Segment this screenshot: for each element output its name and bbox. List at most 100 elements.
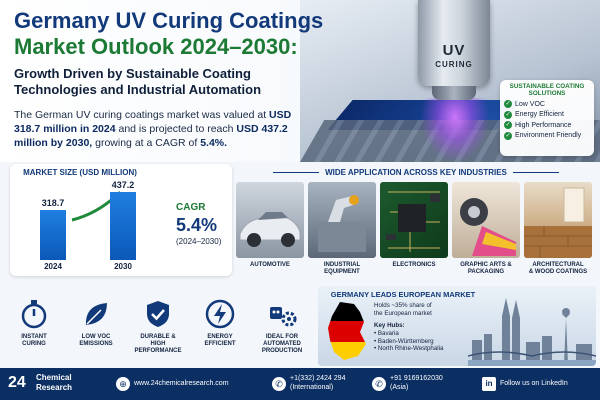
sustainable-item-label: Low VOC bbox=[515, 100, 545, 108]
lamp-label-curing: CURING bbox=[435, 60, 473, 69]
architectural-wood-image bbox=[524, 182, 592, 258]
sustainable-item-label: Environment Friendly bbox=[515, 132, 582, 140]
intro-middle: and is projected to reach bbox=[118, 123, 234, 135]
app-label-line: GRAPHIC ARTS & bbox=[460, 262, 512, 268]
robot-gear-icon bbox=[266, 298, 298, 330]
cagr-range: (2024–2030) bbox=[176, 237, 222, 246]
app-label-line: ARCHITECTURAL bbox=[532, 262, 584, 268]
bar-value-label: 318.7 bbox=[41, 198, 65, 209]
bar-category-label: 2030 bbox=[114, 262, 132, 271]
feature-label-line: LOW VOC bbox=[81, 334, 111, 340]
check-icon: ✓ bbox=[504, 121, 512, 130]
feature-label-line: INSTANT bbox=[21, 334, 47, 340]
feature-automated-production: IDEAL FOR AUTOMATED PRODUCTION bbox=[254, 298, 310, 355]
germany-title: GERMANY LEADS EUROPEAN MARKET bbox=[330, 290, 476, 299]
germany-flag-map bbox=[328, 302, 366, 360]
graphic-arts-packaging-image bbox=[452, 182, 520, 258]
intro-cagr-prefix: growing at a CAGR of bbox=[95, 137, 198, 149]
feature-label-line: IDEAL FOR bbox=[265, 334, 299, 340]
cologne-skyline-image bbox=[468, 298, 596, 366]
sustainable-item: ✓ High Performance bbox=[504, 120, 590, 131]
globe-icon: ⊕ bbox=[116, 377, 130, 391]
germany-share-line1: Holds ~35% share of bbox=[374, 302, 432, 309]
sustainable-item: ✓ Low VOC bbox=[504, 99, 590, 110]
feature-low-voc: LOW VOC EMISSIONS bbox=[68, 298, 124, 348]
uv-lamp: UV CURING bbox=[418, 0, 490, 86]
sustainable-item: ✓ Energy Efficient bbox=[504, 110, 590, 121]
intro-prefix: The German UV curing coatings market was… bbox=[14, 109, 267, 121]
intro-cagr: 5.4%. bbox=[200, 137, 228, 149]
company-logo: Chemical Research bbox=[36, 373, 72, 393]
feature-energy-efficient: ENERGY EFFICIENT bbox=[192, 298, 248, 348]
germany-hub-item: • Bavaria bbox=[374, 330, 399, 337]
feature-label-line: CURING bbox=[22, 341, 46, 347]
cagr-label: CAGR bbox=[176, 202, 206, 213]
app-label-line: ELECTRONICS bbox=[392, 262, 436, 268]
subtitle-line2: Technologies and Industrial Automation bbox=[14, 82, 262, 97]
sustainable-item-label: High Performance bbox=[515, 121, 572, 129]
sustainable-item: ✓ Environment Friendly bbox=[504, 131, 590, 142]
check-icon: ✓ bbox=[504, 131, 512, 140]
page-subtitle: Growth Driven by Sustainable Coating Tec… bbox=[14, 66, 314, 98]
sustainable-item-label: Energy Efficient bbox=[515, 111, 564, 119]
check-icon: ✓ bbox=[504, 100, 512, 109]
applications-title: WIDE APPLICATION ACROSS KEY INDUSTRIES bbox=[236, 168, 596, 177]
footer-bar: 24 Chemical Research ⊕ www.24chemicalres… bbox=[0, 368, 600, 400]
bar-value-label: 437.2 bbox=[111, 179, 135, 190]
website-link[interactable]: www.24chemicalresearch.com bbox=[134, 380, 229, 387]
feature-label-line: EFFICIENT bbox=[204, 341, 236, 347]
phone-asia[interactable]: +91 9169162030 bbox=[390, 375, 443, 382]
feature-durable: DURABLE & HIGH PERFORMANCE bbox=[130, 298, 186, 355]
subtitle-line1: Growth Driven by Sustainable Coating bbox=[14, 66, 251, 81]
linkedin-link[interactable]: Follow us on LinkedIn bbox=[500, 380, 568, 387]
phone-asia-note: (Asia) bbox=[390, 384, 409, 391]
app-label-automotive: AUTOMOTIVE bbox=[234, 262, 306, 269]
app-label-line: AUTOMOTIVE bbox=[250, 262, 290, 268]
bar-2024 bbox=[40, 210, 66, 260]
logo-number: 24 bbox=[8, 374, 26, 391]
stopwatch-icon bbox=[18, 298, 50, 330]
app-label-line: EQUIPMENT bbox=[324, 269, 360, 275]
lightning-icon bbox=[204, 298, 236, 330]
automotive-image bbox=[236, 182, 304, 258]
app-label-line: & WOOD COATINGS bbox=[528, 269, 588, 275]
cagr-value: 5.4% bbox=[176, 215, 218, 235]
phone-international[interactable]: +1(332) 2424 294 bbox=[290, 375, 346, 382]
germany-hub-item: • Baden-Württemberg bbox=[374, 337, 434, 345]
linkedin-icon: in bbox=[482, 377, 496, 391]
market-size-card: MARKET SIZE (USD MILLION) CAGR 5.4% (202… bbox=[10, 164, 232, 276]
germany-hub-item: • North Rhine-Westphalia bbox=[374, 345, 444, 352]
shield-check-icon bbox=[142, 298, 174, 330]
intro-paragraph: The German UV curing coatings market was… bbox=[14, 108, 304, 150]
app-label-architectural: ARCHITECTURAL & WOOD COATINGS bbox=[522, 262, 594, 276]
feature-label-line: HIGH PERFORMANCE bbox=[134, 341, 182, 354]
germany-market-panel: GERMANY LEADS EUROPEAN MARKET Holds ~35%… bbox=[318, 286, 596, 366]
feature-instant-curing: INSTANT CURING bbox=[6, 298, 62, 348]
hero-banner: UV CURING Germany UV Curing Coatings Mar… bbox=[0, 0, 600, 162]
page-title-line2: Market Outlook 2024–2030: bbox=[14, 34, 298, 59]
feature-label-line: AUTOMATED bbox=[263, 341, 301, 347]
bar-2030 bbox=[110, 191, 136, 260]
phone-international-note: (International) bbox=[290, 384, 334, 391]
app-label-industrial: INDUSTRIAL EQUIPMENT bbox=[306, 262, 378, 276]
intro-value-2024: USD 318.7 million in 2024 bbox=[14, 109, 292, 135]
germany-hubs-title: Key Hubs: bbox=[374, 322, 405, 329]
app-label-line: INDUSTRIAL bbox=[323, 262, 361, 268]
industrial-equipment-image bbox=[308, 182, 376, 258]
feature-label-line: PRODUCTION bbox=[261, 348, 303, 354]
check-icon: ✓ bbox=[504, 110, 512, 119]
app-label-line: PACKAGING bbox=[467, 269, 505, 275]
app-label-electronics: ELECTRONICS bbox=[378, 262, 450, 269]
logo-line2: Research bbox=[36, 383, 73, 392]
app-label-graphic-arts: GRAPHIC ARTS & PACKAGING bbox=[450, 262, 522, 276]
feature-label-line: DURABLE & bbox=[140, 334, 176, 340]
lamp-label-uv: UV bbox=[442, 42, 466, 59]
logo-line1: Chemical bbox=[36, 373, 72, 382]
feature-label-line: EMISSIONS bbox=[79, 341, 113, 347]
leaf-icon bbox=[80, 298, 112, 330]
page-title-line1: Germany UV Curing Coatings bbox=[14, 8, 324, 33]
germany-share-line2: the European market bbox=[374, 309, 432, 317]
sustainable-solutions-box: SUSTAINABLE COATING SOLUTIONS ✓ Low VOC ✓… bbox=[500, 80, 594, 156]
bar-category-label: 2024 bbox=[44, 262, 62, 271]
sustainable-title: SUSTAINABLE COATING SOLUTIONS bbox=[509, 83, 585, 97]
